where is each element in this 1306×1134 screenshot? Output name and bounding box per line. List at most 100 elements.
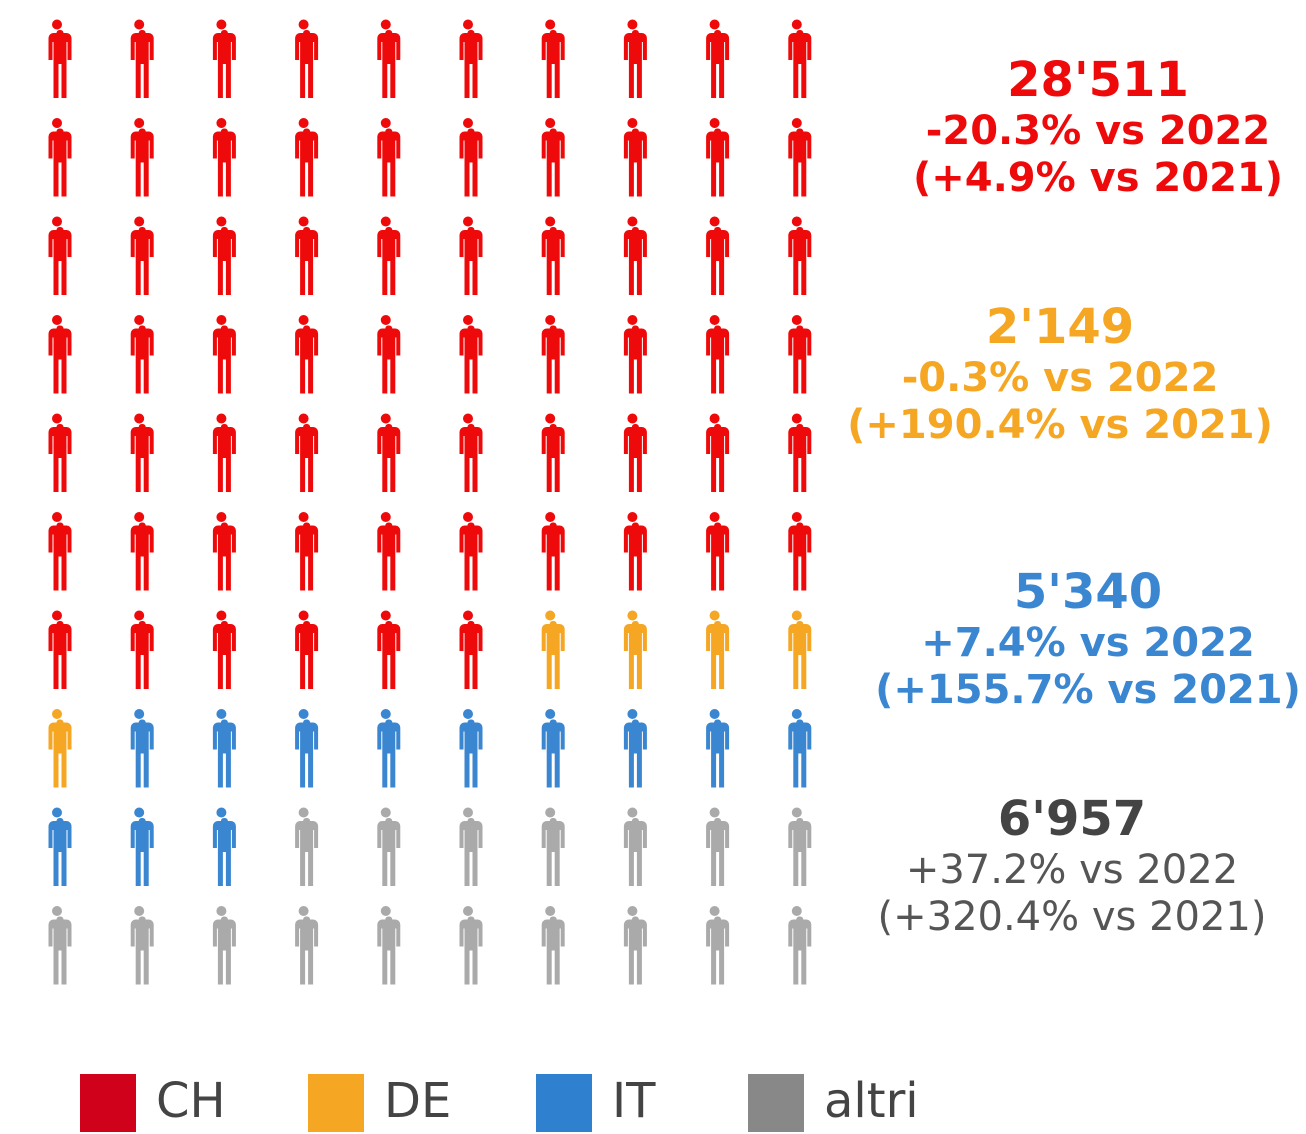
person-head bbox=[380, 19, 391, 30]
person-icon bbox=[459, 413, 483, 492]
person-head bbox=[216, 512, 227, 522]
person-head bbox=[463, 19, 473, 30]
person-head bbox=[709, 807, 720, 818]
person-icon bbox=[459, 709, 483, 788]
person-head bbox=[627, 315, 638, 325]
person-body bbox=[788, 522, 812, 591]
person-icon bbox=[541, 19, 565, 98]
change-2021: (+4.9% vs 2021) bbox=[913, 155, 1283, 201]
person-head bbox=[709, 118, 720, 128]
person-icon bbox=[212, 216, 236, 295]
person-body bbox=[459, 621, 483, 689]
person-head bbox=[298, 610, 309, 621]
person-body bbox=[541, 818, 565, 886]
person-icon bbox=[377, 709, 401, 788]
person-head bbox=[627, 413, 638, 424]
person-icon bbox=[130, 610, 154, 689]
value-label: 2'149 bbox=[986, 299, 1134, 355]
person-icon bbox=[377, 315, 401, 394]
person-icon bbox=[706, 610, 730, 689]
person-head bbox=[545, 807, 556, 818]
person-body bbox=[788, 227, 812, 295]
person-head bbox=[134, 413, 145, 424]
person-head bbox=[52, 709, 62, 719]
person-head bbox=[216, 315, 227, 325]
person-icon bbox=[706, 807, 730, 886]
person-icon bbox=[706, 19, 730, 98]
person-icon bbox=[459, 315, 483, 394]
person-head bbox=[298, 19, 309, 30]
person-body bbox=[459, 30, 483, 98]
person-icon bbox=[788, 19, 812, 98]
person-icon bbox=[788, 610, 812, 689]
person-head bbox=[380, 906, 391, 916]
person-body bbox=[541, 916, 565, 985]
person-head bbox=[298, 709, 309, 719]
person-head bbox=[709, 315, 720, 325]
person-body bbox=[295, 818, 319, 886]
person-icon bbox=[623, 610, 647, 689]
person-body bbox=[459, 227, 483, 295]
person-head bbox=[298, 413, 309, 424]
person-head bbox=[463, 512, 473, 522]
person-icon bbox=[48, 216, 72, 295]
person-body bbox=[377, 30, 401, 98]
person-body bbox=[459, 424, 483, 492]
person-head bbox=[627, 709, 638, 719]
person-icon bbox=[623, 315, 647, 394]
person-icon bbox=[788, 216, 812, 295]
person-icon bbox=[623, 413, 647, 492]
person-icon bbox=[541, 807, 565, 886]
person-body bbox=[541, 522, 565, 591]
person-icon bbox=[48, 19, 72, 98]
person-head bbox=[380, 610, 391, 621]
person-head bbox=[791, 906, 802, 916]
person-body bbox=[706, 227, 730, 295]
person-icon bbox=[212, 19, 236, 98]
person-icon bbox=[377, 19, 401, 98]
person-head bbox=[545, 118, 556, 128]
person-head bbox=[216, 807, 227, 818]
person-head bbox=[545, 216, 556, 227]
person-head bbox=[709, 906, 720, 916]
person-icon bbox=[706, 512, 730, 591]
person-head bbox=[463, 118, 473, 128]
person-body bbox=[706, 424, 730, 492]
person-body bbox=[623, 818, 647, 886]
person-head bbox=[791, 709, 802, 719]
person-icon bbox=[541, 512, 565, 591]
person-body bbox=[48, 30, 72, 98]
person-body bbox=[48, 621, 72, 689]
person-body bbox=[541, 424, 565, 492]
person-body bbox=[459, 325, 483, 394]
person-body bbox=[706, 522, 730, 591]
person-head bbox=[463, 413, 473, 424]
person-head bbox=[134, 807, 145, 818]
person-head bbox=[134, 906, 145, 916]
person-icon bbox=[541, 216, 565, 295]
legend-swatch bbox=[308, 1074, 364, 1132]
person-body bbox=[623, 325, 647, 394]
person-icon bbox=[130, 19, 154, 98]
change-2022: -0.3% vs 2022 bbox=[902, 355, 1219, 401]
person-icon bbox=[212, 906, 236, 985]
person-head bbox=[791, 216, 802, 227]
person-body bbox=[541, 227, 565, 295]
person-icon bbox=[788, 315, 812, 394]
legend-label: DE bbox=[384, 1073, 451, 1129]
person-icon bbox=[623, 19, 647, 98]
person-head bbox=[52, 610, 62, 621]
person-head bbox=[298, 906, 309, 916]
person-icon bbox=[48, 709, 72, 788]
person-head bbox=[134, 19, 145, 30]
person-body bbox=[377, 227, 401, 295]
person-head bbox=[791, 19, 802, 30]
person-body bbox=[212, 128, 236, 197]
person-icon bbox=[48, 315, 72, 394]
person-body bbox=[788, 30, 812, 98]
person-body bbox=[788, 621, 812, 689]
person-head bbox=[627, 512, 638, 522]
person-icon bbox=[295, 709, 319, 788]
change-2022: +7.4% vs 2022 bbox=[921, 620, 1255, 666]
person-body bbox=[706, 30, 730, 98]
